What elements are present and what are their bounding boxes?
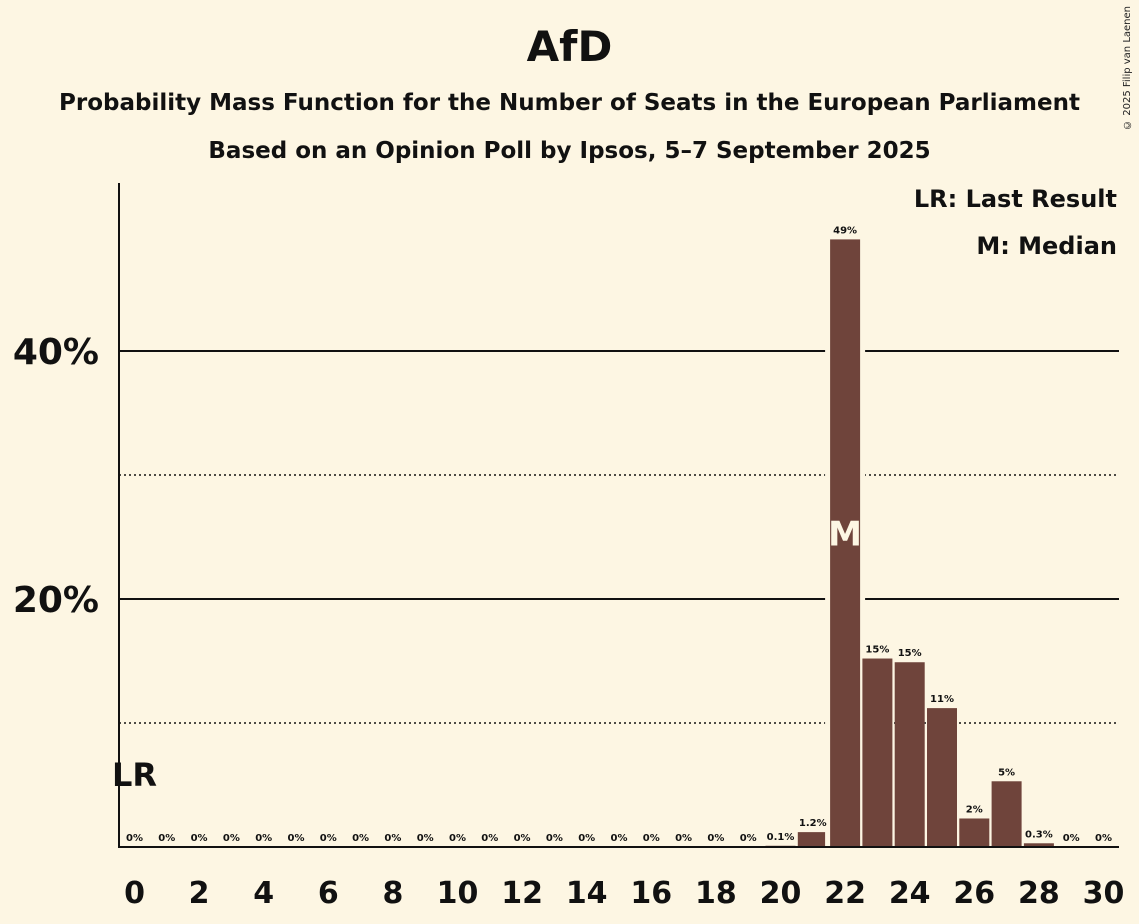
bar-value-label: 0% [191, 833, 208, 844]
bar-seat-26 [959, 818, 990, 847]
bar-seat-21 [797, 832, 828, 847]
bar-value-label: 0% [288, 833, 305, 844]
grid-lines [119, 350, 1119, 724]
bar-value-label: 0% [449, 833, 466, 844]
x-tick-label: 14 [566, 876, 608, 911]
bar-value-label: 0% [611, 833, 628, 844]
legend-median: M: Median [976, 232, 1117, 260]
x-tick-label: 30 [1083, 876, 1125, 911]
bar-value-label: 1.2% [799, 818, 827, 829]
y-tick-label: 40% [13, 332, 99, 373]
bar-value-label: 0% [417, 833, 434, 844]
bar-value-label: 0% [707, 833, 724, 844]
x-tick-label: 24 [889, 876, 931, 911]
bar-value-label: 15% [898, 648, 922, 659]
bar-value-label: 0% [223, 833, 240, 844]
bar-seat-28 [1023, 843, 1054, 847]
bar-value-label: 11% [930, 694, 954, 705]
bar-value-label: 0% [481, 833, 498, 844]
bar-value-label: 0% [578, 833, 595, 844]
bar-value-label: 0% [384, 833, 401, 844]
bar-value-label: 0% [158, 833, 175, 844]
x-tick-label: 18 [695, 876, 737, 911]
bar-value-label: 0% [126, 833, 143, 844]
x-tick-label: 2 [189, 876, 210, 911]
bar-value-label: 0% [675, 833, 692, 844]
x-tick-label: 16 [630, 876, 672, 911]
x-tick-label: 4 [253, 876, 274, 911]
bar-value-label: 49% [833, 225, 857, 236]
chart-subtitle: Probability Mass Function for the Number… [59, 90, 1080, 116]
x-tick-label: 20 [760, 876, 802, 911]
bar-value-label: 0% [1095, 833, 1112, 844]
bar-value-label: 5% [998, 767, 1015, 778]
x-tick-label: 28 [1018, 876, 1060, 911]
bar-value-label: 2% [966, 804, 983, 815]
median-marker: M [828, 515, 862, 555]
bar-value-label: 0% [740, 833, 757, 844]
axes: 20%40%0 2 4 6 8 10 12 14 16 18 20 22 24 26 28 30 [13, 183, 1125, 911]
bar-labels: 0% 0% 0% 0% 0% 0% 0% 0% 0% 0% 0% 0% 0% 0% 0% 0% 0% 0% 0% 0%… [112, 225, 1112, 844]
bar-value-label: 0.1% [767, 832, 795, 843]
bar-value-label: 0.3% [1025, 829, 1053, 840]
x-tick-label: 10 [437, 876, 479, 911]
bar-seat-25 [927, 708, 957, 847]
bar-value-label: 0% [255, 833, 272, 844]
bar-value-label: 0% [320, 833, 337, 844]
bar-value-label: 0% [352, 833, 369, 844]
bar-seat-27 [991, 781, 1022, 847]
bar-seat-24 [894, 662, 925, 847]
x-tick-label: 0 [124, 876, 145, 911]
x-tick-label: 12 [501, 876, 543, 911]
bar-seat-23 [862, 658, 893, 847]
bar-value-label: 0% [1063, 833, 1080, 844]
chart-title: AfD [526, 22, 613, 71]
x-tick-label: 26 [953, 876, 995, 911]
bars [765, 235, 1054, 847]
x-tick-label: 8 [382, 876, 403, 911]
y-tick-label: 20% [13, 580, 99, 621]
bar-value-label: 0% [643, 833, 660, 844]
bar-value-label: 0% [514, 833, 531, 844]
bar-value-label: 0% [546, 833, 563, 844]
bar-seat-22 [830, 239, 861, 847]
x-tick-label: 6 [318, 876, 339, 911]
bar-value-label: 15% [865, 645, 889, 656]
chart-source-line: Based on an Opinion Poll by Ipsos, 5–7 S… [208, 138, 931, 164]
legend-last-result: LR: Last Result [913, 185, 1117, 213]
x-tick-label: 22 [824, 876, 866, 911]
